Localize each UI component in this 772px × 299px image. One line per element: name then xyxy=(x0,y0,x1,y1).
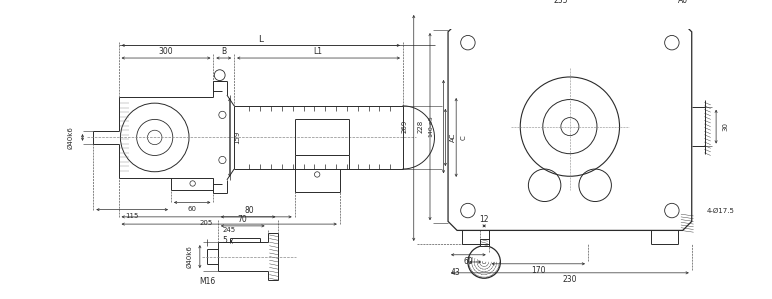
Text: 170: 170 xyxy=(531,266,546,274)
Text: AC: AC xyxy=(449,133,455,142)
Text: 80: 80 xyxy=(245,206,254,215)
Bar xyxy=(479,239,489,246)
Text: Ø40k6: Ø40k6 xyxy=(186,245,192,268)
Text: 159: 159 xyxy=(234,131,240,144)
Text: 12: 12 xyxy=(479,215,489,224)
Text: 205: 205 xyxy=(199,220,213,226)
Text: 5: 5 xyxy=(222,236,228,245)
Text: 245: 245 xyxy=(222,228,235,234)
Text: 300: 300 xyxy=(158,47,173,56)
Text: 269: 269 xyxy=(401,120,408,133)
Text: 228: 228 xyxy=(418,120,424,133)
Text: M16: M16 xyxy=(199,277,215,286)
Text: 70: 70 xyxy=(238,215,247,224)
Text: 60: 60 xyxy=(188,206,196,212)
Text: B: B xyxy=(221,47,226,56)
Text: L: L xyxy=(258,35,262,44)
Text: L1: L1 xyxy=(313,47,323,56)
Text: A0: A0 xyxy=(678,0,688,5)
Text: 43: 43 xyxy=(450,268,460,277)
Text: Ø40k6: Ø40k6 xyxy=(68,126,74,149)
Text: 140-e5: 140-e5 xyxy=(428,116,433,138)
Text: 60: 60 xyxy=(463,257,472,266)
Text: 235: 235 xyxy=(554,0,568,5)
Text: 4-Ø17.5: 4-Ø17.5 xyxy=(706,208,734,213)
Text: 115: 115 xyxy=(126,213,139,219)
Text: 230: 230 xyxy=(563,275,577,284)
Text: 30: 30 xyxy=(722,122,728,131)
Text: C: C xyxy=(460,135,466,140)
